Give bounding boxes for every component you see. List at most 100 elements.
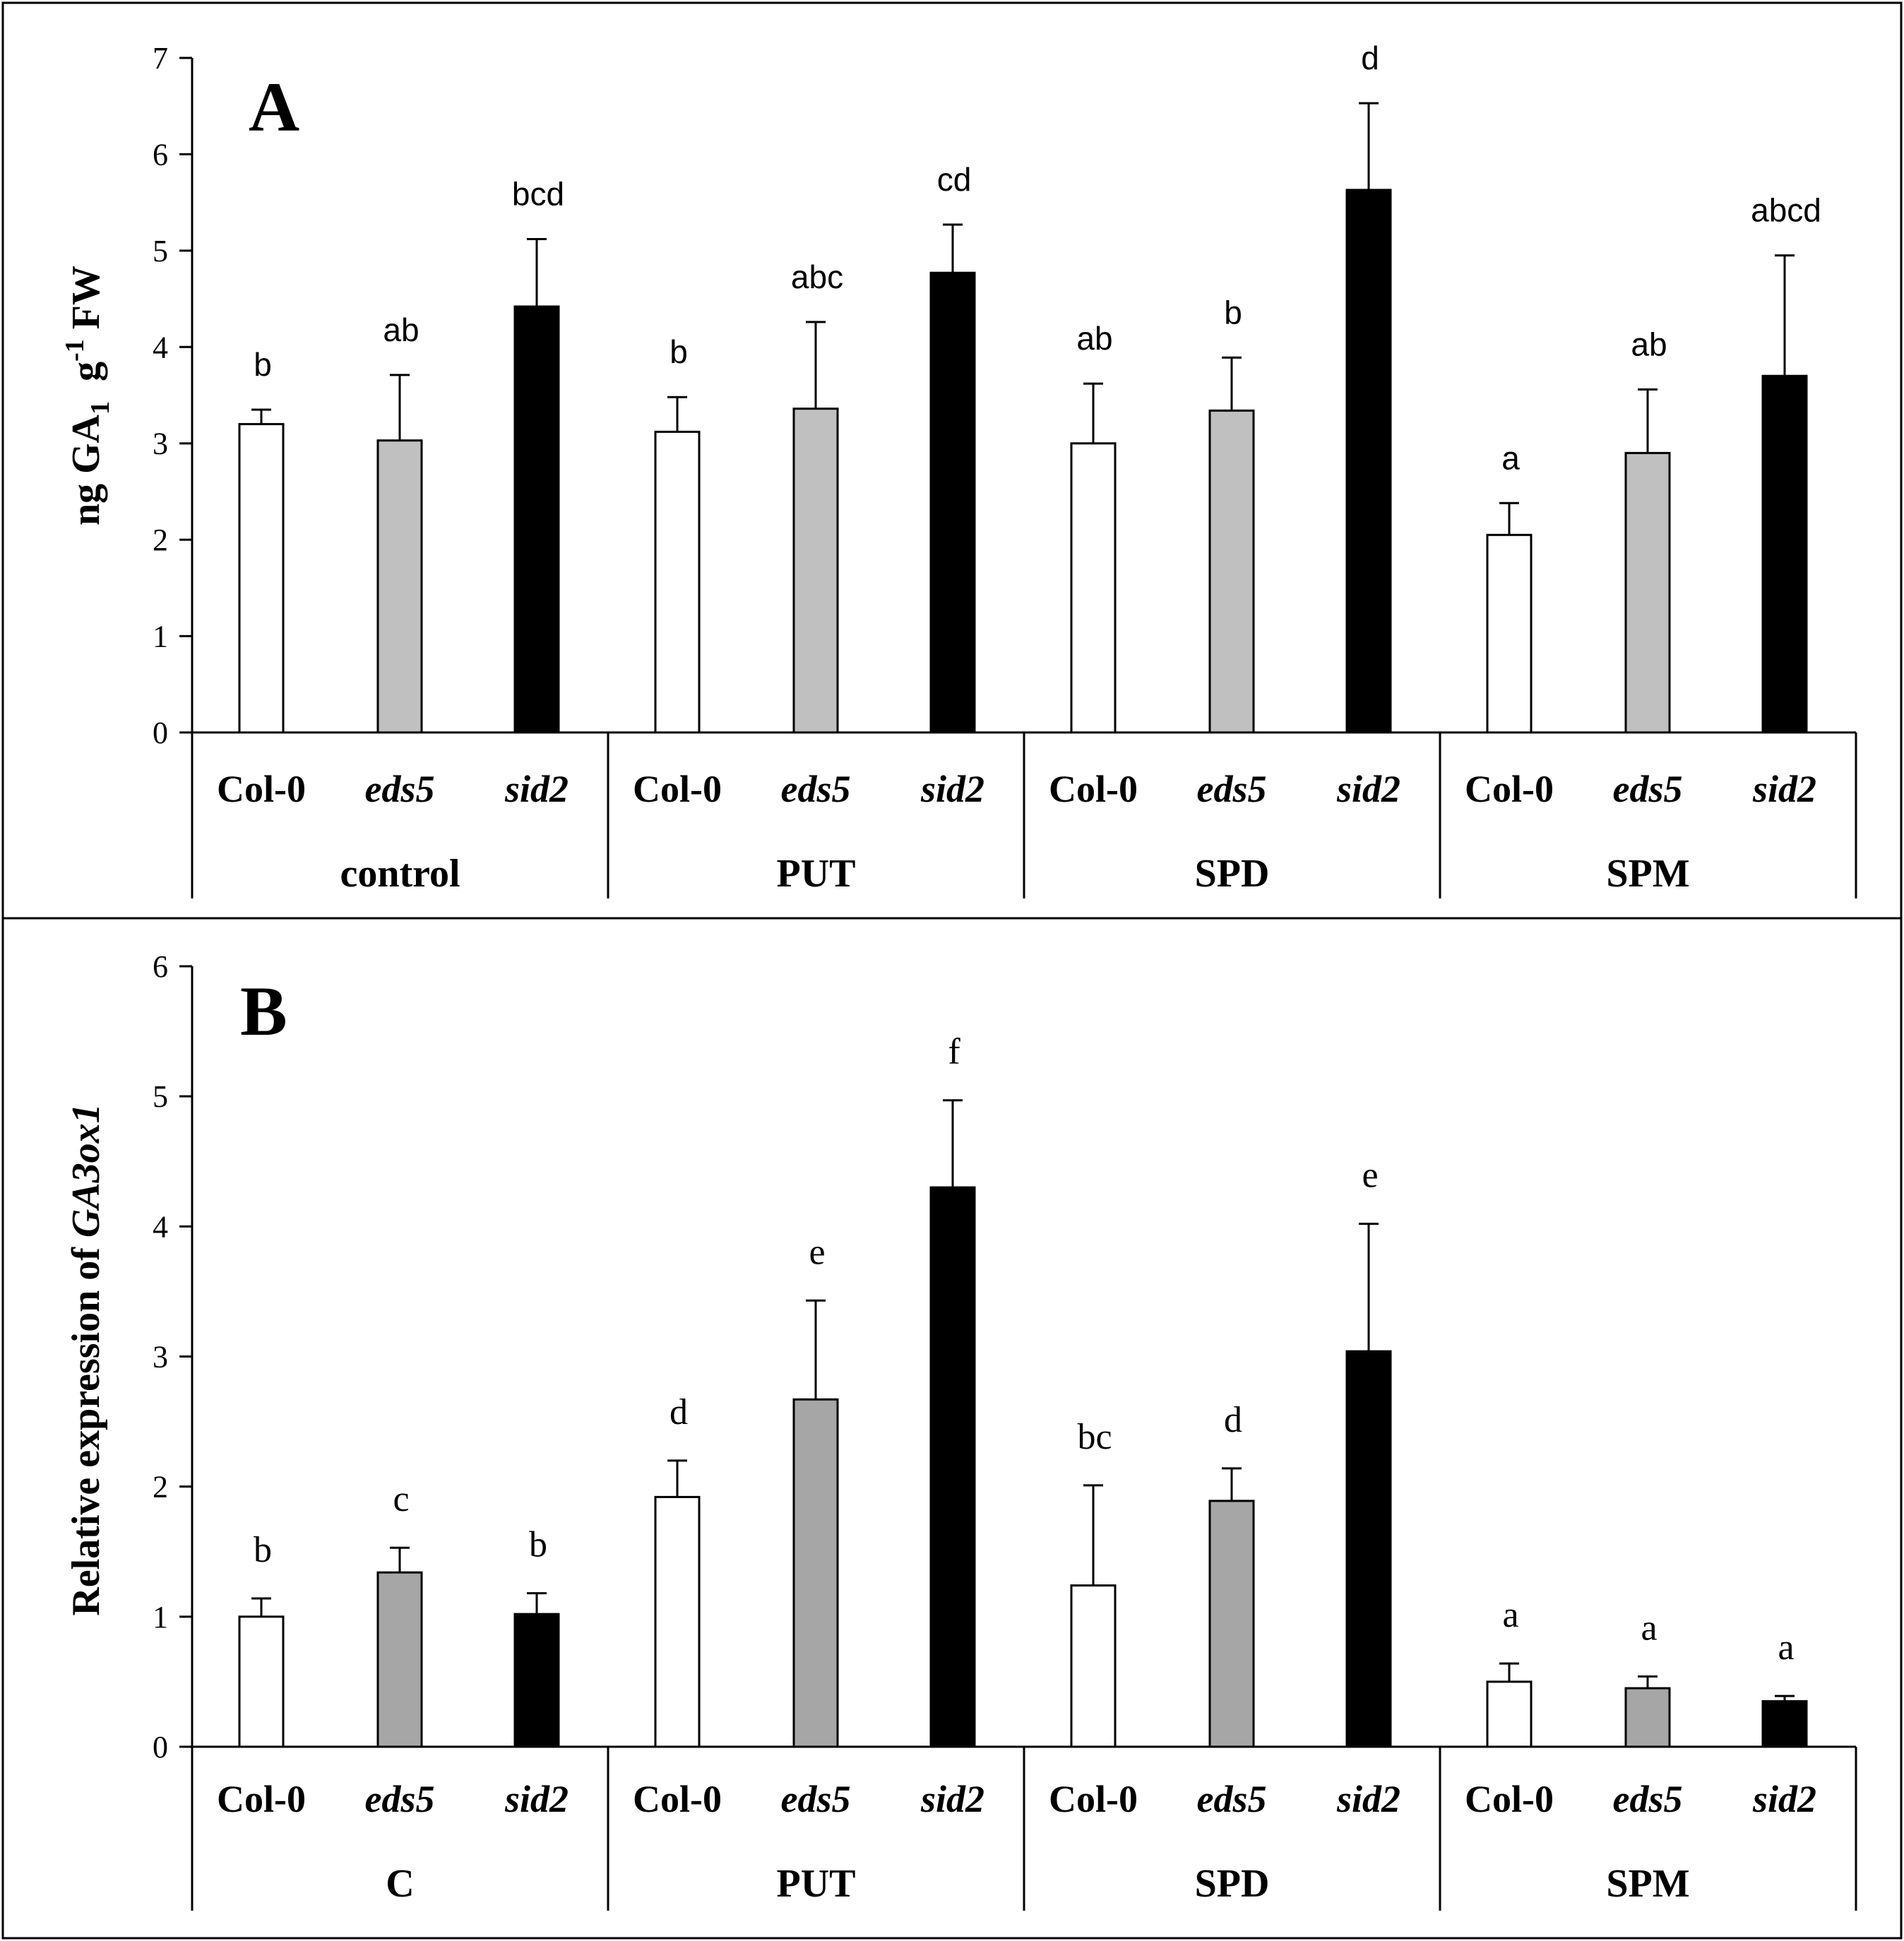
bar xyxy=(1070,1584,1117,1748)
y-tick-label: 1 xyxy=(153,619,168,654)
y-tick-label: 2 xyxy=(153,1470,168,1504)
significance-letter: d xyxy=(1224,1400,1242,1440)
y-tick-label: 2 xyxy=(153,523,168,557)
bar xyxy=(654,1495,701,1748)
x-tick-label: Col-0 xyxy=(1049,1778,1138,1820)
x-tick-label: Col-0 xyxy=(633,1778,722,1820)
bar xyxy=(1761,374,1808,734)
x-tick-label: Col-0 xyxy=(633,768,722,810)
bar xyxy=(1486,1680,1533,1748)
significance-letter: b xyxy=(529,1525,547,1565)
significance-letter: abc xyxy=(791,259,843,295)
significance-letter: b xyxy=(1224,294,1242,331)
x-tick-label: sid2 xyxy=(920,1778,984,1820)
y-axis-label: Relative expression of GA3ox1 xyxy=(64,1103,108,1615)
significance-letter: a xyxy=(1501,439,1520,476)
x-tick-label: Col-0 xyxy=(217,1778,306,1820)
x-tick-label: sid2 xyxy=(1336,1778,1400,1820)
bar xyxy=(513,305,560,734)
panel-a-chart: 01234567bCol-0abeds5bcdsid2controlbCol-0… xyxy=(60,40,1857,898)
bar xyxy=(792,1398,839,1748)
x-tick-label: sid2 xyxy=(504,768,569,810)
x-tick-label: sid2 xyxy=(1336,768,1400,810)
significance-letter: cd xyxy=(937,161,972,198)
significance-letter: bcd xyxy=(512,175,564,212)
y-tick-label: 4 xyxy=(153,1209,168,1244)
bar xyxy=(1208,409,1255,734)
x-tick-label: eds5 xyxy=(1613,768,1683,810)
y-tick-label: 1 xyxy=(153,1600,168,1634)
bar xyxy=(1624,1687,1671,1748)
x-tick-label: eds5 xyxy=(1613,1778,1683,1820)
bar xyxy=(513,1613,560,1748)
significance-letter: e xyxy=(809,1232,825,1272)
significance-letter: b xyxy=(254,1530,272,1570)
group-label: SPD xyxy=(1195,1862,1270,1906)
significance-letter: e xyxy=(1362,1156,1378,1196)
bar xyxy=(238,422,285,734)
group-label: PUT xyxy=(777,1862,856,1906)
group-label: control xyxy=(340,852,460,896)
bar xyxy=(238,1615,285,1748)
group-label: SPM xyxy=(1606,1862,1689,1906)
x-tick-label: Col-0 xyxy=(1049,768,1138,810)
group-label: SPM xyxy=(1606,852,1689,896)
panel-b-chart: 0 1 2 3 4 5 6 b Col-0 c eds5 b sid2 Cd Col-0 e eds5 f sid2… xyxy=(64,949,1857,1911)
x-tick-label: eds5 xyxy=(365,768,435,810)
y-tick-label: 3 xyxy=(153,427,168,461)
bar xyxy=(929,271,976,734)
y-tick-label: 3 xyxy=(153,1340,168,1375)
x-tick-label: sid2 xyxy=(920,768,984,810)
bar xyxy=(1761,1700,1808,1748)
y-tick-label: 7 xyxy=(153,41,168,76)
significance-letter: d xyxy=(1361,40,1379,76)
significance-letter: ab xyxy=(1076,320,1112,357)
x-tick-label: Col-0 xyxy=(1465,768,1554,810)
significance-letter: ab xyxy=(1631,326,1667,362)
significance-letter: c xyxy=(393,1479,409,1519)
significance-letter: ab xyxy=(383,311,419,348)
significance-letter: a xyxy=(1502,1595,1518,1635)
significance-letter: b xyxy=(254,346,272,383)
y-tick-label: 0 xyxy=(153,1730,168,1764)
bar xyxy=(1070,442,1117,734)
x-tick-label: eds5 xyxy=(1197,768,1267,810)
y-tick-label: 6 xyxy=(153,137,168,172)
group-label: SPD xyxy=(1195,852,1270,896)
y-tick-label: 5 xyxy=(153,1079,168,1114)
y-tick-label: 0 xyxy=(153,716,168,750)
bar xyxy=(376,439,423,734)
bar xyxy=(1345,189,1392,734)
x-tick-label: sid2 xyxy=(1752,1778,1816,1820)
x-tick-label: eds5 xyxy=(1197,1778,1267,1820)
significance-letter: d xyxy=(670,1392,688,1432)
x-tick-label: eds5 xyxy=(781,1778,851,1820)
y-tick-label: 4 xyxy=(153,330,168,364)
bar xyxy=(1345,1350,1392,1748)
significance-letter: a xyxy=(1641,1608,1657,1649)
x-tick-label: eds5 xyxy=(781,768,851,810)
group-label: C xyxy=(386,1862,414,1906)
x-tick-label: eds5 xyxy=(365,1778,435,1820)
x-tick-label: sid2 xyxy=(1752,768,1816,810)
bar xyxy=(1486,533,1533,734)
bar xyxy=(654,430,701,734)
significance-letter: a xyxy=(1778,1627,1794,1668)
panel-title: B xyxy=(240,972,287,1050)
bar xyxy=(929,1186,976,1748)
y-axis-label: ng GA1 g-1 FW xyxy=(60,266,115,526)
group-label: PUT xyxy=(777,852,856,896)
significance-letter: f xyxy=(948,1032,960,1072)
significance-letter: abcd xyxy=(1751,192,1821,229)
bar xyxy=(792,408,839,734)
x-tick-label: Col-0 xyxy=(1465,1778,1554,1820)
y-tick-label: 6 xyxy=(153,949,168,984)
x-tick-label: Col-0 xyxy=(217,768,306,810)
panel-title: A xyxy=(249,68,299,146)
bar xyxy=(376,1571,423,1748)
bar xyxy=(1208,1500,1255,1748)
panel-b-frame xyxy=(1,917,1903,1940)
significance-letter: bc xyxy=(1077,1417,1112,1457)
significance-letter: b xyxy=(670,333,688,370)
